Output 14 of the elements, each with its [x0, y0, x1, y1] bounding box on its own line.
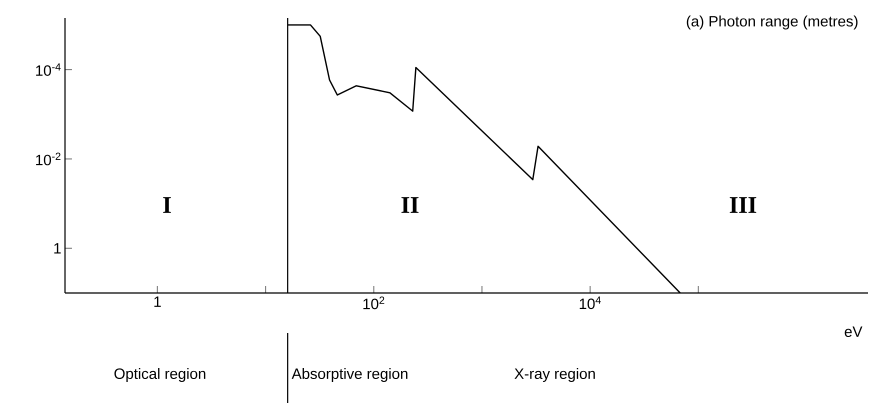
annotation: I: [163, 197, 171, 213]
annotation: III: [730, 197, 756, 213]
y-tick-label: 1: [54, 243, 61, 254]
text: X-ray region: [514, 368, 595, 382]
y-tick-label: 10$^{-2}$: [36, 152, 60, 166]
chart-title: (a) Photon range (metres): [686, 16, 858, 30]
text: Absorptive region: [292, 368, 408, 382]
text: Optical region: [114, 368, 206, 382]
x-tick-label: 1: [154, 296, 161, 307]
x-tick-label: 10$^{4}$: [580, 296, 601, 310]
x-axis-title: eV: [844, 326, 862, 337]
y-tick-label: 10$^{-4}$: [36, 63, 61, 76]
x-tick-label: 10$^{2}$: [363, 296, 384, 310]
annotation: II: [401, 197, 419, 213]
